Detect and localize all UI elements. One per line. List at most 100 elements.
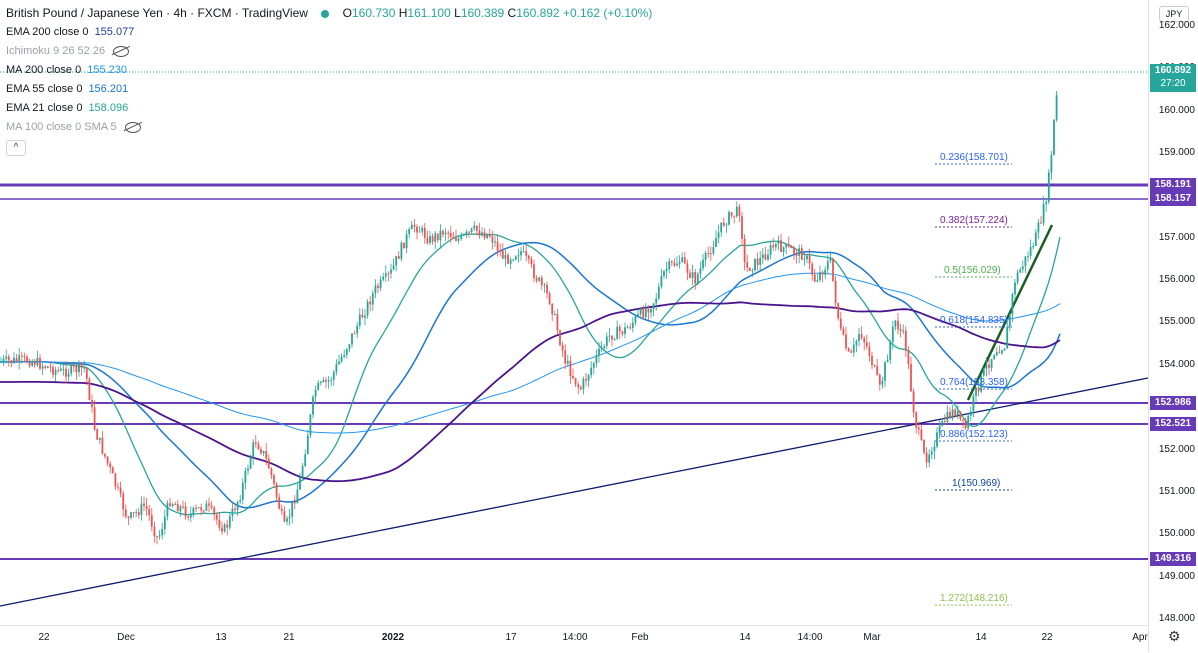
candle-body [444, 232, 447, 235]
candle-body [153, 526, 156, 537]
fib-level-label: 0.764(153.358) [940, 377, 1008, 388]
candle-body [57, 370, 60, 372]
candle-body [527, 255, 530, 259]
candle-body [795, 253, 798, 256]
candle-body [829, 258, 832, 262]
candle-body [481, 232, 483, 236]
candle-body [221, 527, 223, 532]
candle-body [5, 356, 8, 359]
ma200-line [0, 272, 1061, 434]
candle-body [182, 506, 184, 508]
candle-body [522, 251, 525, 253]
candle-body [977, 387, 980, 392]
candle-body [946, 411, 949, 422]
indicator-ema200[interactable]: EMA 200 close 0 155.077 [6, 23, 652, 42]
candle-body [249, 457, 252, 469]
candle-body [699, 268, 702, 274]
candle-body [364, 315, 366, 318]
time-axis[interactable]: 22 Dec 13 21 2022 17 14:00 Feb 14 14:00 Mar 14 22 Apr [0, 625, 1148, 653]
price-axis[interactable]: JPY 162.000161.000160.000159.000158.0001… [1148, 0, 1198, 652]
candle-body [205, 503, 208, 511]
indicator-label: Ichimoku 9 26 52 26 [6, 45, 106, 57]
candle-body [964, 420, 967, 429]
candle-body [119, 487, 122, 494]
candle-body [860, 334, 863, 338]
candle-body [44, 366, 47, 368]
candle-body [520, 251, 522, 256]
price-tick: 155.000 [1158, 316, 1195, 328]
indicator-ma100[interactable]: MA 100 close 0 SMA 5 [6, 118, 652, 137]
candle-body [426, 237, 429, 243]
candle-body [353, 333, 356, 335]
current-price-tag: 160.892 27:20 [1150, 64, 1196, 92]
candle-body [387, 273, 390, 275]
candle-body [561, 345, 564, 351]
candle-body [325, 379, 327, 382]
candle-body [819, 271, 821, 280]
candle-body [647, 308, 650, 313]
candle-body [296, 489, 299, 504]
indicator-ma200[interactable]: MA 200 close 0 155.230 [6, 61, 652, 80]
ascending-trendline [0, 377, 1148, 607]
candle-body [925, 452, 928, 463]
candle-body [39, 357, 41, 369]
candle-body [605, 336, 608, 347]
candle-body [291, 502, 294, 517]
fib-level-label: 0.382(157.224) [940, 215, 1008, 226]
candle-body [439, 230, 442, 241]
candle-body [920, 429, 923, 440]
candle-body [642, 308, 645, 318]
price-tick: 148.000 [1158, 612, 1195, 624]
settings-gear-icon[interactable]: ⚙ [1168, 628, 1181, 644]
candle-body [936, 432, 938, 447]
indicator-ema55[interactable]: EMA 55 close 0 156.201 [6, 80, 652, 99]
price-tick: 152.000 [1158, 443, 1195, 455]
candle-body [891, 326, 894, 343]
low-value: 160.389 [460, 6, 505, 20]
candle-body [478, 230, 481, 236]
candle-body [356, 325, 359, 334]
candle-body [577, 384, 580, 388]
candle-body [494, 241, 496, 243]
candle-body [738, 206, 741, 217]
candle-body [52, 367, 54, 375]
candle-body [517, 255, 520, 257]
candle-body [678, 261, 681, 264]
candle-body [1032, 246, 1035, 248]
candle-body [228, 516, 231, 528]
indicator-ichimoku[interactable]: Ichimoku 9 26 52 26 [6, 42, 652, 61]
candle-body [884, 362, 886, 381]
symbol-title[interactable]: British Pound / Japanese Yen · 4h · FXCM… [6, 6, 308, 20]
candle-body [689, 272, 691, 278]
candle-body [72, 364, 75, 367]
candle-body [423, 227, 426, 238]
indicator-label: MA 100 close 0 SMA 5 [6, 121, 117, 133]
candle-body [798, 248, 801, 256]
time-tick: 21 [283, 632, 295, 643]
candle-body [475, 225, 478, 231]
candle-body [902, 330, 905, 332]
candle-body [655, 298, 658, 304]
candle-body [975, 387, 977, 396]
time-tick: 14 [975, 632, 987, 643]
candle-body [15, 357, 18, 362]
currency-selector[interactable]: JPY [1159, 6, 1189, 22]
hidden-eye-icon[interactable] [124, 121, 141, 133]
candle-body [223, 524, 226, 532]
candle-body [733, 215, 736, 217]
bar-countdown: 27:20 [1160, 78, 1186, 89]
price-chart[interactable] [0, 0, 1148, 625]
indicator-ema21[interactable]: EMA 21 close 0 158.096 [6, 99, 652, 118]
candle-body [215, 514, 218, 520]
candle-body [176, 504, 179, 512]
close-label: C [507, 6, 517, 20]
hidden-eye-icon[interactable] [113, 45, 130, 57]
candle-body [504, 254, 507, 259]
candle-body [912, 391, 915, 413]
low-label: L [454, 6, 461, 20]
candle-body [821, 271, 824, 275]
candle-body [62, 368, 65, 370]
collapse-legend-button[interactable]: ^ [6, 140, 26, 156]
candle-body [314, 390, 317, 397]
candle-body [715, 238, 717, 247]
